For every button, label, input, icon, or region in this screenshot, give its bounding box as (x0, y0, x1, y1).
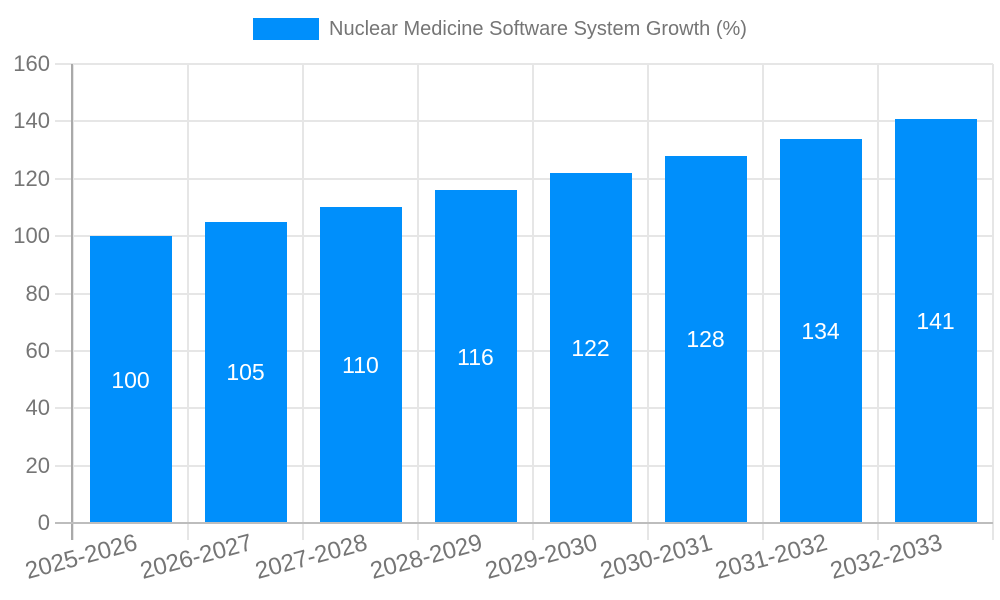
bar-value-label: 110 (342, 352, 379, 379)
bar-value-label: 100 (111, 366, 150, 393)
legend-swatch (253, 18, 320, 40)
gridline-vertical (187, 64, 189, 540)
x-axis-line (55, 522, 993, 524)
gridline-vertical (992, 64, 994, 540)
gridline-vertical (302, 64, 304, 540)
y-axis-tick-label: 40 (25, 395, 50, 421)
y-axis-tick-label: 80 (25, 280, 50, 306)
y-axis-line (71, 64, 73, 540)
bar-value-label: 105 (226, 359, 265, 386)
x-axis-tick-label: 2026-2027 (137, 529, 255, 585)
gridline-vertical (762, 64, 764, 540)
gridline-vertical (877, 64, 879, 540)
x-axis-tick-label: 2030-2031 (597, 529, 715, 585)
gridline-horizontal (55, 235, 993, 238)
y-axis-tick-label: 100 (13, 223, 50, 249)
bar-2030-2031[interactable] (664, 155, 747, 523)
bar-value-label: 134 (801, 317, 840, 344)
bar-2026-2027[interactable] (204, 221, 287, 523)
x-axis-tick-label: 2031-2032 (712, 529, 830, 585)
gridline-vertical (647, 64, 649, 540)
bar-2031-2032[interactable] (779, 138, 862, 523)
y-axis-tick-label: 20 (25, 452, 50, 478)
bar-2027-2028[interactable] (319, 207, 402, 523)
legend[interactable]: Nuclear Medicine Software System Growth … (0, 16, 1000, 42)
gridline-vertical (532, 64, 534, 540)
y-axis-tick-label: 140 (13, 108, 50, 134)
x-axis-tick-label: 2028-2029 (367, 529, 485, 585)
bar-2032-2033[interactable] (894, 118, 977, 523)
gridline-horizontal (55, 349, 993, 352)
bar-2025-2026[interactable] (89, 236, 172, 523)
bar-2029-2030[interactable] (549, 173, 632, 523)
x-axis-tick-label: 2032-2033 (827, 529, 945, 585)
x-axis-tick-label: 2029-2030 (482, 529, 600, 585)
bar-value-label: 122 (571, 335, 610, 361)
y-axis-tick-label: 60 (25, 337, 50, 363)
gridline-horizontal (55, 464, 993, 467)
gridline-horizontal (55, 292, 993, 295)
x-axis-tick-label: 2025-2026 (22, 529, 140, 585)
y-axis-tick-label: 0 (37, 510, 50, 535)
y-axis-tick-label: 160 (13, 51, 50, 76)
bar-value-label: 128 (686, 326, 725, 353)
legend-label: Nuclear Medicine Software System Growth … (329, 18, 747, 40)
gridline-vertical (72, 64, 74, 540)
y-axis-tick-label: 120 (13, 165, 50, 191)
gridline-horizontal (55, 407, 993, 410)
bar-value-label: 141 (916, 307, 955, 334)
gridline-horizontal (55, 63, 993, 65)
x-axis-tick-label: 2027-2028 (252, 529, 370, 585)
gridline-horizontal (55, 177, 993, 180)
gridline-vertical (417, 64, 419, 540)
bar-value-label: 116 (457, 343, 494, 370)
bar-2028-2029[interactable] (434, 190, 517, 523)
gridline-horizontal (55, 120, 993, 123)
